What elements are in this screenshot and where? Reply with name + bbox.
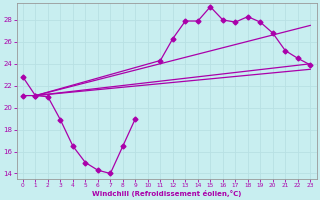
X-axis label: Windchill (Refroidissement éolien,°C): Windchill (Refroidissement éolien,°C) xyxy=(92,190,241,197)
